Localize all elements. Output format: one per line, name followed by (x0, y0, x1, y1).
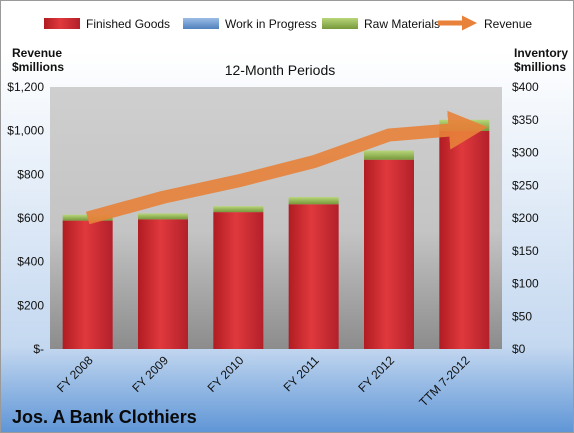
bar-finished-goods-fy-2010 (213, 212, 264, 349)
right-axis-ticks: $0 $50 $100 $150 $200 $250 $300 $350 $400 (512, 80, 539, 356)
bar-finished-goods-fy-2012 (364, 159, 414, 349)
right-tick-label: $300 (512, 146, 539, 160)
legend-label-work-in-progress: Work in Progress (225, 17, 317, 31)
legend-label-raw-materials: Raw Materials (364, 17, 440, 31)
right-tick-label: $50 (512, 309, 532, 323)
revenue-line-layer (85, 110, 488, 225)
left-tick-label: $- (33, 342, 44, 356)
right-tick-label: $250 (512, 178, 539, 192)
bar-raw-materials-fy-2010 (213, 206, 264, 213)
revenue-line (85, 110, 488, 225)
right-axis-title-line2: $millions (514, 60, 566, 74)
left-axis-title-line2: $millions (12, 60, 64, 74)
left-axis-title-line1: Revenue (12, 46, 62, 60)
legend: Finished Goods Work in Progress Raw Mate… (44, 15, 532, 31)
bar-raw-materials-fy-2009 (138, 213, 188, 220)
bar-raw-materials-fy-2012 (364, 150, 414, 160)
right-tick-label: $350 (512, 113, 539, 127)
right-tick-label: $400 (512, 80, 539, 94)
company-name: Jos. A Bank Clothiers (12, 407, 197, 427)
bar-finished-goods-fy-2011 (288, 204, 339, 349)
left-tick-label: $600 (17, 211, 44, 225)
left-axis-ticks: $- $200 $400 $600 $800 $1,000 $1,200 (7, 80, 44, 356)
bars-layer (62, 119, 490, 349)
bar-finished-goods-fy-2009 (138, 219, 188, 349)
legend-swatch-finished-goods (44, 18, 80, 29)
chart-subtitle: 12-Month Periods (225, 62, 336, 78)
bar-finished-goods-fy-2008 (62, 220, 113, 349)
legend-swatch-raw-materials (322, 18, 358, 29)
left-tick-label: $800 (17, 167, 44, 181)
right-axis-title-line1: Inventory (514, 46, 568, 60)
left-tick-label: $200 (17, 298, 44, 312)
left-tick-label: $400 (17, 255, 44, 269)
right-tick-label: $0 (512, 342, 526, 356)
right-tick-label: $100 (512, 277, 539, 291)
right-tick-label: $200 (512, 211, 539, 225)
right-tick-label: $150 (512, 244, 539, 258)
left-tick-label: $1,000 (7, 124, 44, 138)
legend-label-revenue: Revenue (484, 17, 532, 31)
left-tick-label: $1,200 (7, 80, 44, 94)
bar-finished-goods-ttm-7-2012 (439, 130, 490, 349)
legend-swatch-work-in-progress (183, 18, 219, 29)
bar-raw-materials-fy-2011 (288, 197, 339, 205)
legend-label-finished-goods: Finished Goods (86, 17, 170, 31)
